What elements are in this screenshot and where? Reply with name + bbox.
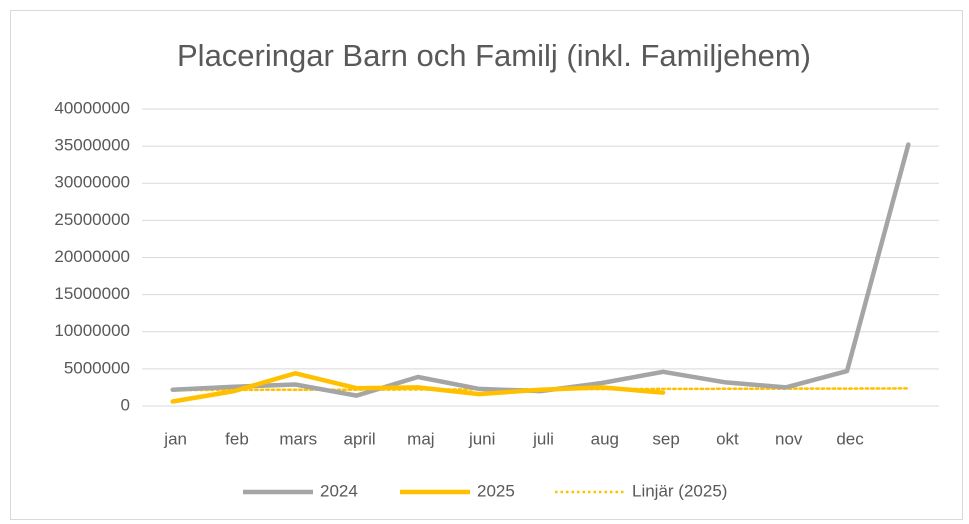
chart-frame <box>10 10 963 520</box>
y-tick-label: 40000000 <box>54 98 130 117</box>
y-tick-label: 30000000 <box>54 173 130 192</box>
chart-title: Placeringar Barn och Familj (inkl. Famil… <box>177 38 811 73</box>
legend-label: 2025 <box>477 481 515 500</box>
x-tick-label: nov <box>775 429 803 448</box>
x-tick-label: aug <box>591 429 619 448</box>
y-tick-label: 25000000 <box>54 210 130 229</box>
x-tick-label: maj <box>407 429 434 448</box>
y-tick-label: 10000000 <box>54 321 130 340</box>
y-tick-label: 15000000 <box>54 284 130 303</box>
y-tick-label: 5000000 <box>64 358 130 377</box>
y-tick-label: 20000000 <box>54 247 130 266</box>
x-tick-label: mars <box>279 429 317 448</box>
y-tick-label: 35000000 <box>54 136 130 155</box>
x-tick-label: okt <box>716 429 739 448</box>
x-tick-label: sep <box>652 429 679 448</box>
x-tick-label: feb <box>225 429 249 448</box>
legend-label: Linjär (2025) <box>632 481 727 500</box>
series-line <box>170 371 666 404</box>
x-tick-label: dec <box>836 429 864 448</box>
y-tick-label: 0 <box>121 395 130 414</box>
x-tick-label: jan <box>163 429 187 448</box>
x-tick-label: april <box>344 429 376 448</box>
legend-label: 2024 <box>320 481 358 500</box>
x-tick-label: juni <box>468 429 495 448</box>
x-tick-label: juli <box>532 429 554 448</box>
